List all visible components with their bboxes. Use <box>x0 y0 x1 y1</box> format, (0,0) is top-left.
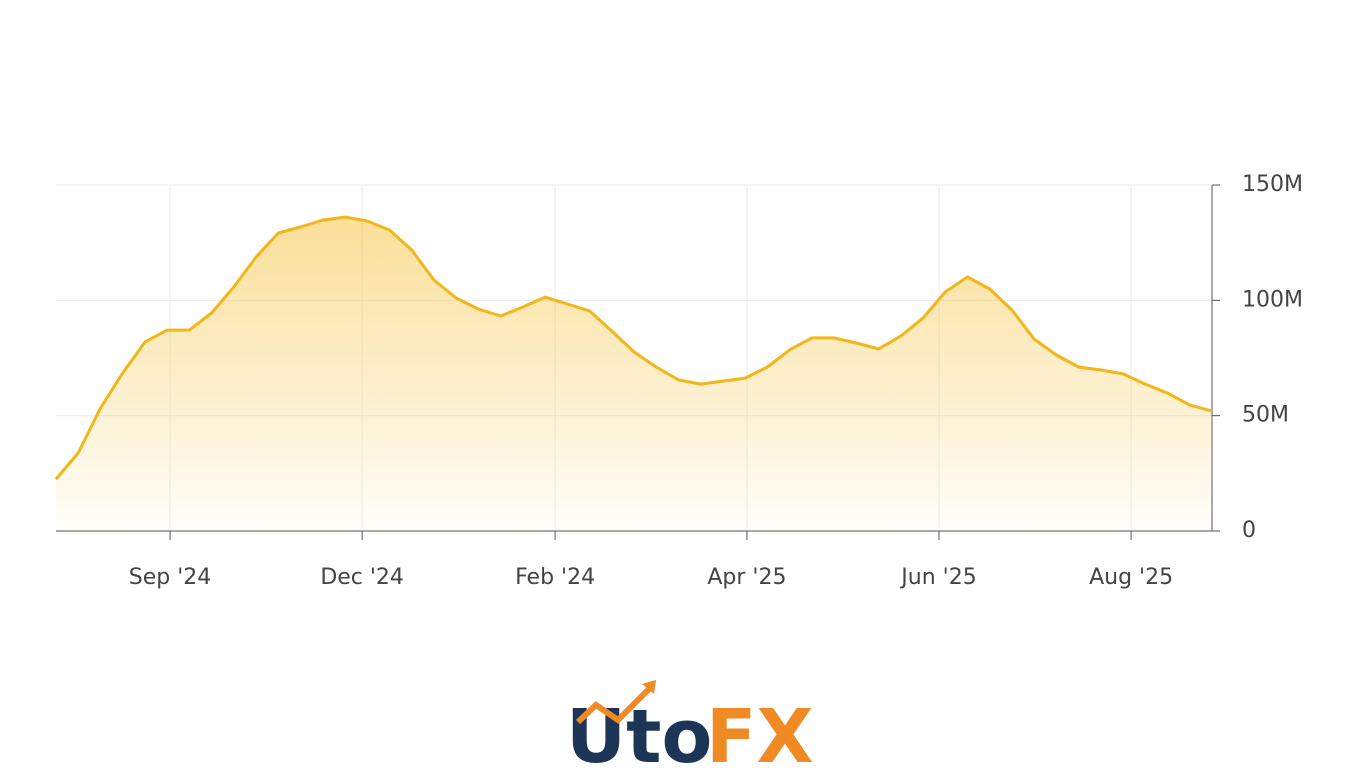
x-tick-label: Aug '25 <box>1089 565 1173 590</box>
x-tick-label: Apr '25 <box>707 565 786 590</box>
x-tick-label: Dec '24 <box>320 565 404 590</box>
x-tick-label: Feb '24 <box>515 565 595 590</box>
y-tick-label: 100M <box>1242 287 1303 312</box>
y-tick-label: 150M <box>1242 172 1303 197</box>
y-tick-label: 0 <box>1242 518 1256 543</box>
logo-left: Uto <box>566 694 712 768</box>
x-tick-label: Jun '25 <box>899 565 976 590</box>
y-tick-label: 50M <box>1242 403 1289 428</box>
x-tick-label: Sep '24 <box>129 565 212 590</box>
logo-arrowhead <box>642 680 656 694</box>
area-fill <box>56 217 1212 531</box>
logo: Uto FX <box>566 680 814 768</box>
logo-right: FX <box>706 694 814 768</box>
logo-arrow <box>575 683 655 725</box>
line <box>54 215 1213 481</box>
